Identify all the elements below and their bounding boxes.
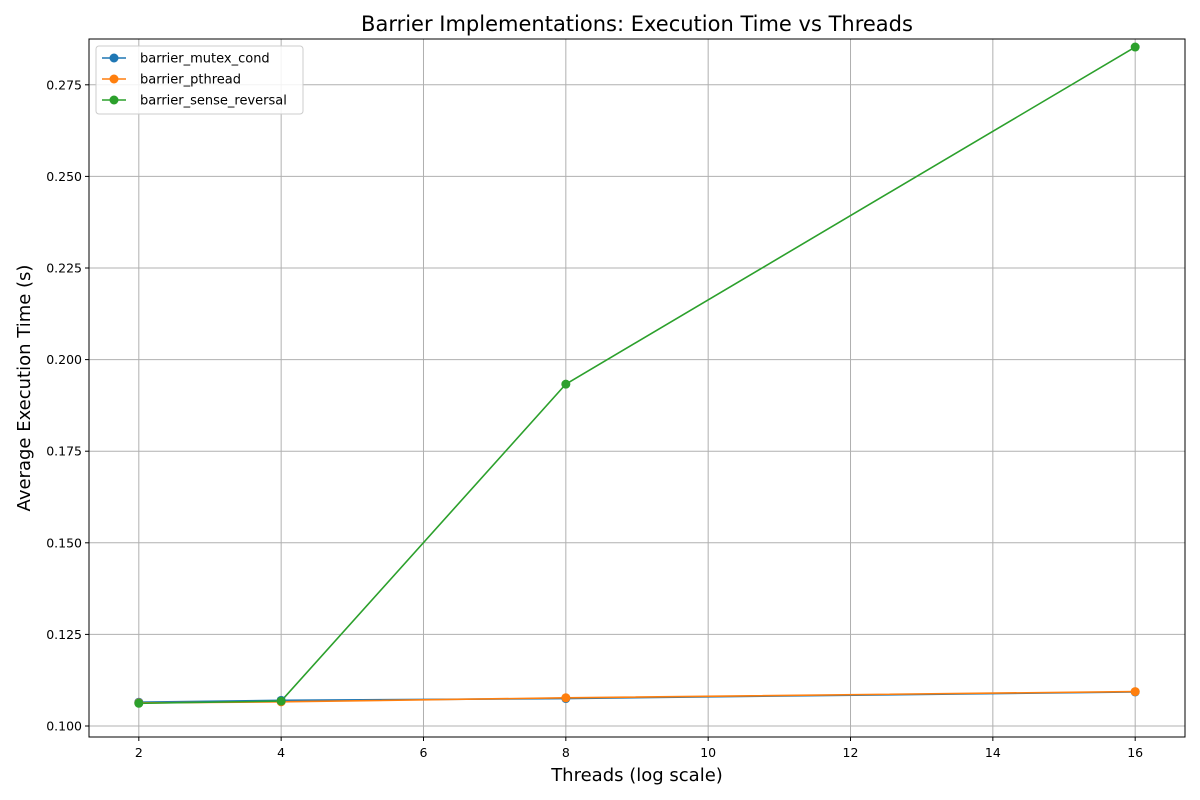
data-point-barrier_sense_reversal <box>561 379 571 389</box>
data-point-barrier_sense_reversal <box>134 698 144 708</box>
legend-marker-barrier_mutex_cond <box>109 53 119 63</box>
x-axis-ticks: 2 4 6 8 10 12 14 16 <box>135 737 1143 760</box>
x-tick-label: 14 <box>985 745 1001 760</box>
data-point-barrier_pthread <box>561 693 571 703</box>
x-tick-label: 2 <box>135 745 143 760</box>
x-tick-label: 6 <box>420 745 428 760</box>
legend-label-barrier_sense_reversal: barrier_sense_reversal <box>140 94 287 109</box>
legend-label-barrier_pthread: barrier_pthread <box>140 73 241 88</box>
y-axis-ticks: 0.100 0.125 0.150 0.175 0.200 0.225 0.250 0.275 <box>46 77 89 734</box>
x-tick-label: 4 <box>277 745 285 760</box>
legend-box <box>95 45 304 115</box>
y-tick-label: 0.125 <box>46 627 82 642</box>
x-tick-label: 16 <box>1127 745 1143 760</box>
y-axis-label: Average Execution Time (s) <box>14 265 35 512</box>
chart-title: Barrier Implementations: Execution Time … <box>361 12 913 36</box>
y-tick-label: 0.250 <box>46 169 82 184</box>
legend-marker-barrier_pthread <box>109 74 119 84</box>
plot-frame <box>88 38 1186 738</box>
y-tick-label: 0.175 <box>46 444 82 459</box>
data-point-barrier_pthread <box>1130 687 1140 697</box>
legend-label-barrier_mutex_cond: barrier_mutex_cond <box>140 52 270 67</box>
data-point-barrier_sense_reversal <box>1130 42 1140 52</box>
legend: barrier_mutex_cond barrier_pthreadbarrier… <box>95 45 304 115</box>
grid <box>89 39 1185 737</box>
series-line-barrier_sense_reversal <box>138 46 1136 705</box>
y-tick-label: 0.150 <box>46 535 82 550</box>
legend-marker-barrier_sense_reversal <box>109 95 119 105</box>
series-lines <box>138 46 1136 705</box>
x-tick-label: 8 <box>562 745 570 760</box>
x-tick-label: 12 <box>843 745 859 760</box>
data-point-barrier_sense_reversal <box>276 696 286 706</box>
y-tick-label: 0.225 <box>46 261 82 276</box>
x-axis-label: Threads (log scale) <box>550 765 723 786</box>
y-tick-label: 0.200 <box>46 352 82 367</box>
y-tick-label: 0.275 <box>46 77 82 92</box>
series-points <box>134 42 1140 708</box>
x-tick-label: 10 <box>700 745 716 760</box>
y-tick-label: 0.100 <box>46 719 82 734</box>
